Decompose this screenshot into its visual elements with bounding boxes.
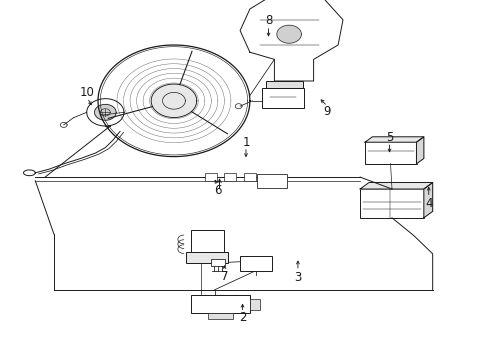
Text: 3: 3 — [294, 271, 302, 284]
Polygon shape — [360, 183, 433, 189]
Text: 1: 1 — [242, 136, 250, 149]
Polygon shape — [240, 0, 343, 81]
Bar — [191, 230, 224, 252]
Polygon shape — [98, 45, 250, 157]
Bar — [186, 252, 228, 263]
Polygon shape — [151, 84, 196, 117]
Text: 2: 2 — [239, 311, 246, 324]
Bar — [244, 173, 256, 181]
Bar — [211, 259, 225, 266]
Bar — [257, 174, 287, 188]
Bar — [262, 88, 304, 108]
Bar — [365, 142, 416, 164]
Polygon shape — [277, 25, 301, 43]
Text: 4: 4 — [425, 197, 433, 210]
Bar — [250, 299, 260, 310]
Bar — [266, 81, 303, 88]
Text: 8: 8 — [265, 14, 272, 27]
Text: 6: 6 — [214, 184, 222, 197]
Bar — [191, 295, 250, 313]
Polygon shape — [95, 104, 116, 120]
Text: 7: 7 — [220, 270, 228, 283]
Polygon shape — [416, 137, 424, 164]
Polygon shape — [87, 99, 124, 126]
Bar — [360, 189, 424, 218]
Bar — [240, 256, 272, 271]
Bar — [208, 313, 233, 319]
Text: 5: 5 — [386, 131, 393, 144]
Text: 10: 10 — [80, 86, 95, 99]
Text: 9: 9 — [323, 105, 331, 118]
Bar — [205, 173, 217, 181]
Bar — [224, 173, 236, 181]
Polygon shape — [424, 183, 433, 218]
Polygon shape — [365, 137, 424, 142]
